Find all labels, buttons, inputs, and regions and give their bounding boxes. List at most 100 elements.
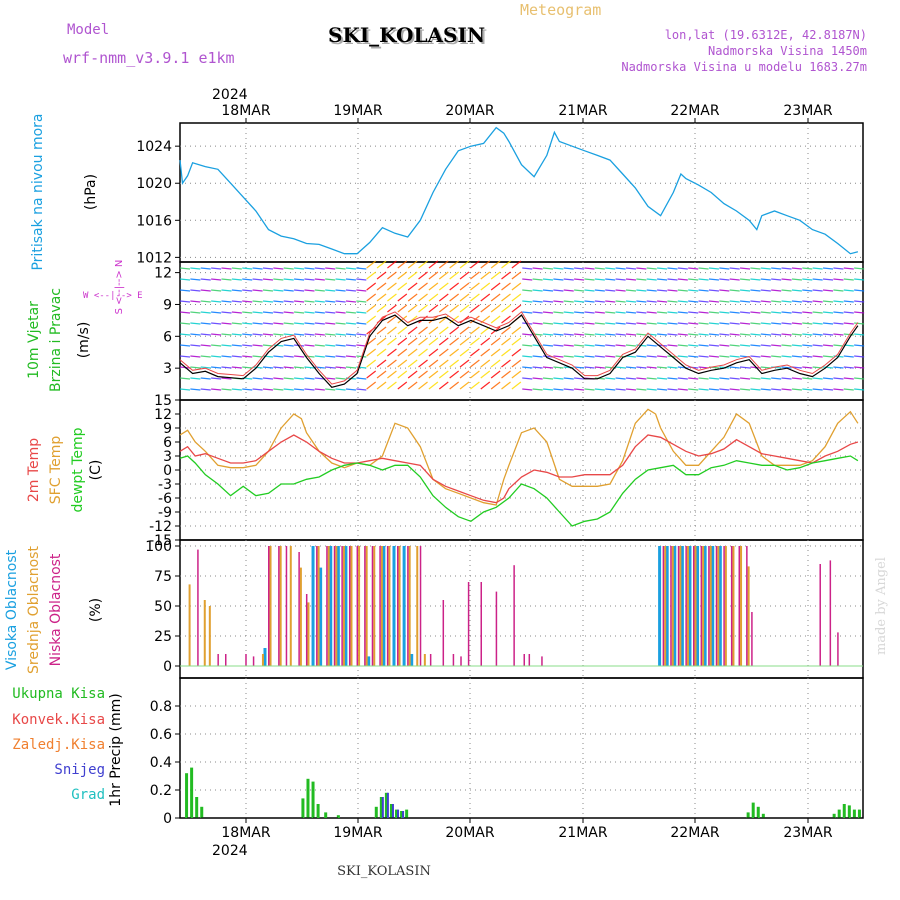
bottom-date-label: 19MAR (333, 825, 382, 841)
wind-barb (470, 315, 480, 324)
wind-barb (802, 300, 813, 303)
wind-barb (449, 304, 460, 313)
wind-barb (511, 337, 522, 346)
wind-barb (231, 355, 242, 358)
wind-barb (397, 359, 408, 368)
wind-barb (221, 355, 232, 358)
wind-barb (563, 289, 574, 292)
wind-barb (719, 333, 730, 336)
wind-barb (708, 377, 720, 380)
wind-barb (231, 322, 242, 325)
low-cloud-bar (407, 546, 409, 666)
wind-barb (200, 278, 211, 281)
wind-barb (262, 311, 274, 314)
wind-barb (563, 267, 574, 270)
wind-barb (708, 388, 720, 391)
wind-barb (729, 344, 740, 347)
wind-barb (449, 348, 460, 357)
wind-barb (833, 366, 844, 369)
wind-barb (490, 381, 501, 390)
wind-barb (605, 267, 616, 270)
wind-barb (729, 355, 740, 358)
wind-barb (574, 322, 585, 325)
wind-barb (325, 344, 336, 347)
wind-barb (781, 322, 792, 325)
precip-legend-item: Grad (71, 787, 105, 803)
wind-barb (190, 311, 201, 314)
wind-barb (252, 278, 263, 281)
wind-barb (688, 300, 699, 303)
wind-barb (698, 388, 709, 391)
wind-barb (397, 348, 408, 357)
wind-barb (574, 366, 585, 369)
wind-barb (812, 377, 823, 380)
wind-barb (407, 337, 418, 346)
wind-barb (470, 326, 480, 335)
wind-barb (511, 381, 522, 390)
wind-barb (366, 370, 377, 379)
wind-barb (397, 271, 408, 280)
precip-ytick-label: 0.6 (150, 727, 172, 743)
wind-barb (771, 377, 782, 380)
wind-barb (843, 322, 854, 325)
wind-barb (179, 289, 191, 292)
low-cloud-bar (692, 546, 695, 666)
high-cloud-bar (703, 546, 707, 666)
bottom-year: 2024 (212, 843, 248, 859)
wind-barb (242, 366, 253, 369)
bottom-date-label: 22MAR (670, 825, 719, 841)
wind-barb (501, 293, 511, 302)
high-cloud-bar (665, 546, 669, 666)
wind-barb (231, 344, 242, 347)
wind-barb (719, 322, 730, 325)
wind-barb (387, 370, 397, 379)
wind-barb (688, 289, 699, 292)
wind-barb (304, 322, 315, 325)
wind-barb (822, 289, 834, 292)
wind-barb (325, 333, 336, 336)
low-cloud-bar (677, 546, 680, 666)
total-precip-bar (837, 809, 841, 818)
wind-barb (345, 267, 357, 270)
wind-barb (428, 260, 439, 269)
wind-barb (522, 311, 533, 314)
wind-barb (812, 300, 823, 303)
wind-barb (688, 344, 699, 347)
wind-barb (750, 311, 761, 314)
temperature-ytick-label: -12 (149, 519, 172, 535)
wind-barb (294, 267, 305, 270)
wind-barb (335, 278, 346, 281)
wind-barb (376, 271, 387, 280)
dewpt-line (179, 455, 859, 527)
wind-barb (594, 322, 605, 325)
wind-barb (760, 388, 771, 391)
wind-barb (459, 282, 470, 291)
wind-barb (252, 366, 263, 369)
total-precip-bar (389, 804, 393, 818)
wind-barb (335, 377, 346, 380)
wind-barb (211, 300, 222, 303)
wind-barb (273, 267, 284, 270)
wind-barb (273, 377, 284, 380)
model-elevation-label: Nadmorska Visina u modelu 1683.27m (621, 60, 867, 74)
wind-barb (854, 322, 865, 325)
wind-barb (231, 311, 242, 314)
wind-barb (843, 300, 854, 303)
low-cloud-bar (341, 546, 343, 666)
wind-barb (211, 355, 222, 358)
wind-barb (843, 267, 854, 270)
wind-barb (407, 282, 418, 291)
wind-barb (407, 271, 418, 280)
wind-barb (335, 322, 346, 325)
wind-barb (740, 278, 751, 281)
wind-barb (335, 355, 346, 358)
wind-barb (698, 278, 709, 281)
total-precip-bar (400, 811, 404, 818)
wind-barb (480, 348, 491, 357)
top-year: 2024 (212, 87, 248, 103)
wind-barb (771, 322, 782, 325)
mid-cloud-bar (269, 546, 272, 666)
wind-barb (574, 344, 585, 347)
mid-cloud-bar (327, 546, 330, 666)
wind-barb (490, 359, 501, 368)
